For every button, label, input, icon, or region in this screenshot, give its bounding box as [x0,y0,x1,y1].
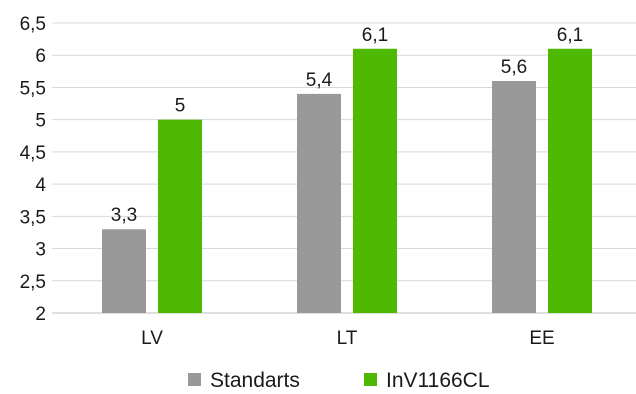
data-labels: 3,3 5 5,4 6,1 5,6 6,1 [111,25,583,226]
y-tick-label: 3,5 [20,207,46,228]
legend-label: InV1166CL [386,369,490,389]
y-tick-label: 3 [35,240,46,261]
data-label: 3,3 [111,205,137,226]
data-label: 6,1 [362,25,388,46]
x-category-label: EE [529,328,554,349]
legend-swatch [364,373,377,386]
y-tick-label: 2 [35,304,46,325]
bar-ee-standarts [492,81,536,313]
bar-lt-standarts [297,93,341,313]
bar-lt-inv1166cl [353,48,397,314]
y-tick-label: 4,5 [20,143,46,164]
data-label: 6,1 [557,25,583,46]
y-tick-label: 4 [35,175,46,196]
y-tick-label: 5,5 [20,78,46,99]
data-label: 5,6 [501,57,527,78]
y-tick-label: 5 [35,111,46,132]
y-tick-label: 2,5 [20,272,46,293]
x-axis-categories: LV LT EE [141,328,555,349]
legend-swatch [188,373,201,386]
x-category-label: LT [337,328,358,349]
bar-ee-inv1166cl [548,48,592,314]
bars [102,48,592,314]
y-tick-label: 6,5 [20,14,46,35]
bar-lv-standarts [102,229,146,313]
data-label: 5,4 [306,70,333,91]
x-category-label: LV [141,328,163,349]
data-label: 5 [175,96,186,117]
y-axis-ticks: 2 2,5 3 3,5 4 4,5 5 5,5 6 6,5 [20,14,47,325]
legend: Standarts InV1166CL [188,369,490,392]
bar-lv-inv1166cl [158,119,202,314]
y-tick-label: 6 [35,46,46,67]
gridlines [52,22,636,314]
legend-label: Standarts [210,369,300,389]
